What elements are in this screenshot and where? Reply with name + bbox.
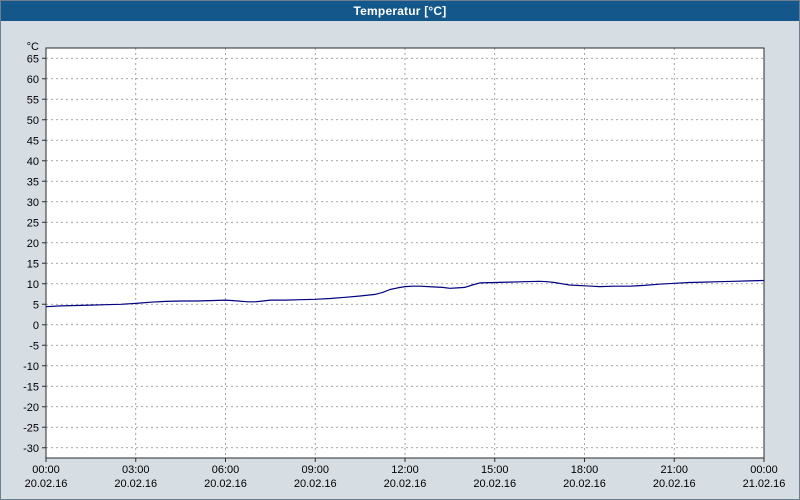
x-tick-time-label: 00:00 [32,464,60,476]
x-tick-time-label: 15:00 [481,464,509,476]
y-tick-label: 45 [27,135,39,147]
y-tick-label: 60 [27,74,39,86]
y-tick-label: 20 [27,238,39,250]
x-tick-time-label: 09:00 [301,464,329,476]
y-tick-label: 50 [27,115,39,127]
x-tick-date-label: 20.02.16 [563,478,606,490]
x-tick-time-label: 21:00 [660,464,688,476]
y-tick-label: 25 [27,217,39,229]
y-tick-label: -25 [23,422,39,434]
x-tick-date-label: 20.02.16 [294,478,337,490]
y-tick-label: 10 [27,279,39,291]
y-tick-label: -5 [29,340,39,352]
x-tick-date-label: 20.02.16 [25,478,68,490]
y-tick-label: 40 [27,156,39,168]
plot-border [45,47,765,459]
temperature-line [45,279,765,308]
y-tick-label: -15 [23,381,39,393]
x-tick-date-label: 20.02.16 [114,478,157,490]
x-tick-date-label: 20.02.16 [473,478,516,490]
y-axis-unit-label: °C [27,41,39,53]
y-tick-label: 5 [33,299,39,311]
y-tick-label: 55 [27,94,39,106]
y-tick-label: -20 [23,402,39,414]
x-tick-time-label: 06:00 [212,464,240,476]
x-tick-date-label: 20.02.16 [653,478,696,490]
chart-titlebar: Temperatur [°C] [1,1,799,21]
y-tick-label: 65 [27,53,39,65]
x-tick-date-label: 20.02.16 [384,478,427,490]
x-tick-time-label: 03:00 [122,464,150,476]
y-tick-label: -10 [23,361,39,373]
x-tick-date-label: 21.02.16 [743,478,786,490]
chart-title: Temperatur [°C] [353,4,447,18]
x-tick-time-label: 12:00 [391,464,419,476]
y-tick-label: 0 [33,320,39,332]
x-tick-time-label: 00:00 [750,464,778,476]
y-tick-label: 15 [27,258,39,270]
y-tick-label: 30 [27,197,39,209]
y-tick-label: -30 [23,443,39,455]
temperature-chart-svg: 65605550454035302520151050-5-10-15-20-25… [23,41,786,490]
y-tick-label: 35 [27,176,39,188]
x-tick-time-label: 18:00 [571,464,599,476]
x-tick-date-label: 20.02.16 [204,478,247,490]
temperature-chart: 65 60 55 50 45 40 35 30 25 20 15 10 5 0 -5 -10 -15 -20 -25… [1,21,799,499]
